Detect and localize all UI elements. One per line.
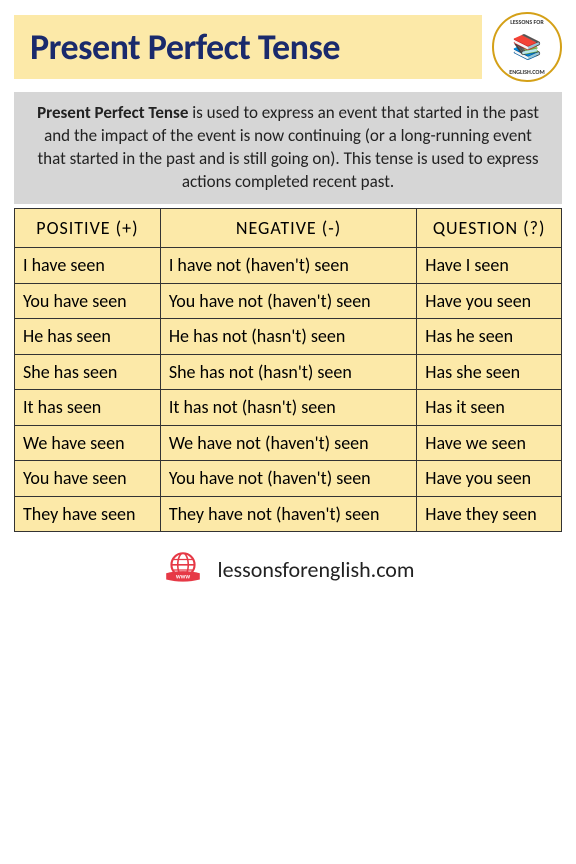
cell: Have you seen — [417, 461, 562, 497]
title-banner: Present Perfect Tense — [14, 15, 482, 79]
cell: Has he seen — [417, 319, 562, 355]
table-row: I have seenI have not (haven't) seenHave… — [15, 248, 562, 284]
cell: Has she seen — [417, 354, 562, 390]
col-negative: NEGATIVE (-) — [160, 208, 416, 248]
cell: You have not (haven't) seen — [160, 283, 416, 319]
cell: She has seen — [15, 354, 161, 390]
logo-text-bottom: ENGLISH.COM — [509, 68, 544, 76]
description-lead: Present Perfect Tense — [37, 102, 188, 123]
cell: It has seen — [15, 390, 161, 426]
cell: You have not (haven't) seen — [160, 461, 416, 497]
table-body: I have seenI have not (haven't) seenHave… — [15, 248, 562, 532]
cell: I have seen — [15, 248, 161, 284]
cell: Have you seen — [417, 283, 562, 319]
cell: I have not (haven't) seen — [160, 248, 416, 284]
cell: She has not (hasn't) seen — [160, 354, 416, 390]
page-title: Present Perfect Tense — [30, 25, 466, 69]
col-question: QUESTION (?) — [417, 208, 562, 248]
svg-text:WWW: WWW — [175, 575, 190, 581]
cell: He has not (hasn't) seen — [160, 319, 416, 355]
cell: You have seen — [15, 461, 161, 497]
cell: Have I seen — [417, 248, 562, 284]
logo-text-top: LESSONS FOR — [510, 18, 543, 26]
cell: You have seen — [15, 283, 161, 319]
table-row: You have seenYou have not (haven't) seen… — [15, 283, 562, 319]
footer-url: lessonsforenglish.com — [218, 556, 415, 583]
table-row: He has seenHe has not (hasn't) seenHas h… — [15, 319, 562, 355]
books-icon: 📚 — [512, 33, 542, 62]
site-logo: LESSONS FOR 📚 ENGLISH.COM — [492, 12, 562, 82]
cell: Have we seen — [417, 425, 562, 461]
cell: It has not (hasn't) seen — [160, 390, 416, 426]
table-row: They have seenThey have not (haven't) se… — [15, 496, 562, 532]
cell: Have they seen — [417, 496, 562, 532]
table-row: It has seenIt has not (hasn't) seenHas i… — [15, 390, 562, 426]
description-box: Present Perfect Tense is used to express… — [14, 92, 562, 204]
table-row: She has seenShe has not (hasn't) seenHas… — [15, 354, 562, 390]
cell: We have seen — [15, 425, 161, 461]
table-row: You have seenYou have not (haven't) seen… — [15, 461, 562, 497]
cell: We have not (haven't) seen — [160, 425, 416, 461]
tense-table: POSITIVE (+) NEGATIVE (-) QUESTION (?) I… — [14, 208, 562, 533]
cell: He has seen — [15, 319, 161, 355]
globe-icon: WWW — [162, 548, 204, 590]
cell: They have not (haven't) seen — [160, 496, 416, 532]
footer: WWW lessonsforenglish.com — [14, 548, 562, 590]
header-row: Present Perfect Tense LESSONS FOR 📚 ENGL… — [14, 12, 562, 82]
table-row: We have seenWe have not (haven't) seenHa… — [15, 425, 562, 461]
cell: Has it seen — [417, 390, 562, 426]
table-header-row: POSITIVE (+) NEGATIVE (-) QUESTION (?) — [15, 208, 562, 248]
col-positive: POSITIVE (+) — [15, 208, 161, 248]
cell: They have seen — [15, 496, 161, 532]
